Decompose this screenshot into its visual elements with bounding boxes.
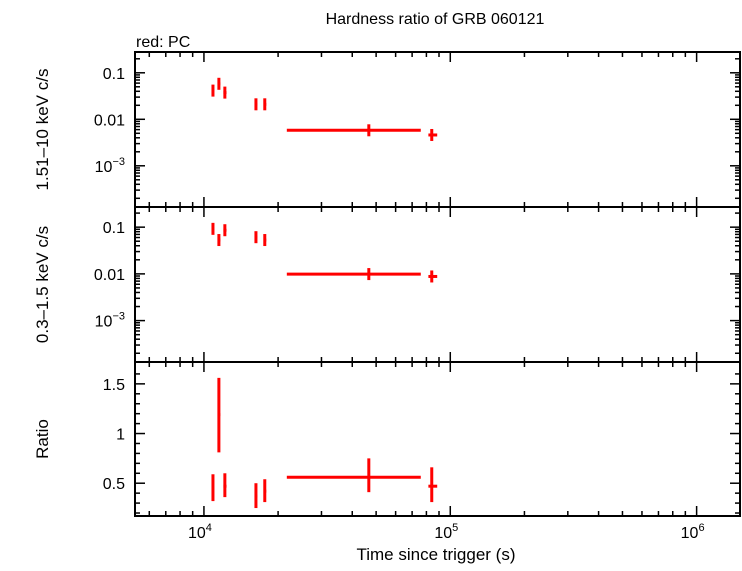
x-tick-label-base: 10: [434, 525, 452, 542]
x-axis-label: Time since trigger (s): [356, 545, 515, 564]
y-tick-label: 0.5: [103, 476, 125, 493]
legend-note: red: PC: [136, 34, 190, 51]
x-tick-label: 104: [188, 522, 212, 542]
y-axis-label: Ratio: [33, 419, 52, 459]
data-point: [428, 467, 438, 503]
data-point: [223, 224, 227, 237]
y-tick-label: 10−3: [95, 156, 125, 176]
panel-middle: 0.1 0.01 10−3 0.3–1.5 keV c/s: [33, 206, 741, 363]
data-point: [254, 483, 258, 509]
data-point: [286, 268, 421, 281]
y-tick-label-exponent: −3: [112, 311, 125, 323]
y-tick-label: 0.01: [94, 267, 125, 284]
panel-frame: [134, 361, 741, 517]
x-tick-label-exponent: 4: [206, 522, 212, 534]
data-point: [286, 124, 421, 137]
data-point: [211, 84, 215, 97]
x-tick-label-base: 10: [188, 525, 206, 542]
data-point: [223, 473, 227, 498]
data-point: [211, 474, 215, 502]
x-tick-label: 105: [434, 522, 458, 542]
y-tick-label-base: 0.1: [103, 66, 125, 83]
x-tick-label-exponent: 6: [698, 522, 704, 534]
data-point: [217, 77, 221, 90]
data-point: [211, 222, 215, 235]
y-tick-label: 0.1: [103, 220, 125, 237]
panel-frame: [134, 51, 741, 208]
data-point: [217, 377, 221, 453]
y-tick-label-base: 0.01: [94, 267, 125, 284]
data-point: [263, 98, 267, 111]
chart-title: Hardness ratio of GRB 060121: [326, 11, 545, 28]
data-point: [217, 234, 221, 247]
x-tick-label: 106: [681, 522, 705, 542]
data-point: [254, 98, 258, 111]
y-tick-label-base: 0.1: [103, 220, 125, 237]
data-point: [223, 86, 227, 99]
y-tick-label: 1: [116, 427, 125, 444]
data-point: [286, 458, 421, 493]
y-tick-label-base: 1.5: [103, 377, 125, 394]
x-tick-label-exponent: 5: [452, 522, 458, 534]
y-tick-label-base: 1: [116, 427, 125, 444]
y-tick-label-base: 0.01: [94, 112, 125, 129]
data-point: [428, 128, 438, 141]
data-point: [254, 231, 258, 244]
y-tick-label: 0.01: [94, 112, 125, 129]
panel-top: 0.1 0.01 10−3 1.51–10 keV c/s: [33, 51, 741, 208]
y-tick-label: 1.5: [103, 377, 125, 394]
y-tick-label-exponent: −3: [112, 156, 125, 168]
x-tick-label-base: 10: [681, 525, 699, 542]
y-axis-label: 0.3–1.5 keV c/s: [33, 226, 52, 343]
y-axis-label: 1.51–10 keV c/s: [33, 69, 52, 191]
y-tick-label-base: 0.5: [103, 476, 125, 493]
y-tick-label-base: 10: [95, 159, 113, 176]
y-tick-label: 0.1: [103, 66, 125, 83]
data-point: [428, 270, 438, 283]
y-tick-label: 10−3: [95, 311, 125, 331]
y-tick-label-base: 10: [95, 314, 113, 331]
data-point: [263, 234, 267, 247]
data-point: [263, 479, 267, 503]
